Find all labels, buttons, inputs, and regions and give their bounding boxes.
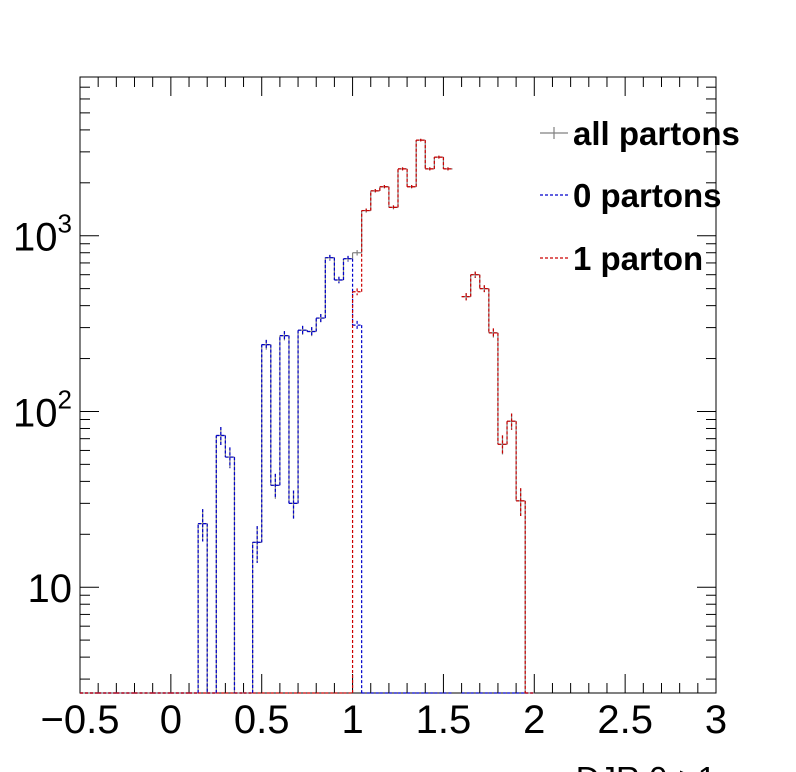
series-1-parton — [80, 138, 535, 694]
x-axis-title: DJR 0->1 — [576, 760, 716, 772]
legend-label: all partons — [573, 115, 740, 152]
x-tick-label: 0.5 — [234, 698, 290, 742]
legend-label: 1 parton — [573, 240, 703, 277]
series-all-partons — [80, 138, 535, 694]
axes: −0.5 0 0.5 1 1.5 2 2.5 3 10 102 103 — [13, 76, 727, 742]
x-tick-label: −0.5 — [41, 698, 120, 742]
legend-label: 0 partons — [573, 177, 722, 214]
x-tick-label: 1 — [341, 698, 363, 742]
x-tick-label: 3 — [705, 698, 727, 742]
legend: all partons 0 partons 1 parton — [540, 115, 740, 277]
series-0-partons — [80, 254, 535, 694]
histogram-series — [80, 138, 535, 694]
y-tick-label: 103 — [13, 209, 72, 260]
y-tick-label: 102 — [13, 384, 72, 435]
x-tick-label: 0 — [160, 698, 182, 742]
y-tick-label: 10 — [28, 567, 73, 611]
x-tick-label: 1.5 — [416, 698, 472, 742]
x-tick-label: 2.5 — [597, 698, 653, 742]
x-tick-label: 2 — [523, 698, 545, 742]
